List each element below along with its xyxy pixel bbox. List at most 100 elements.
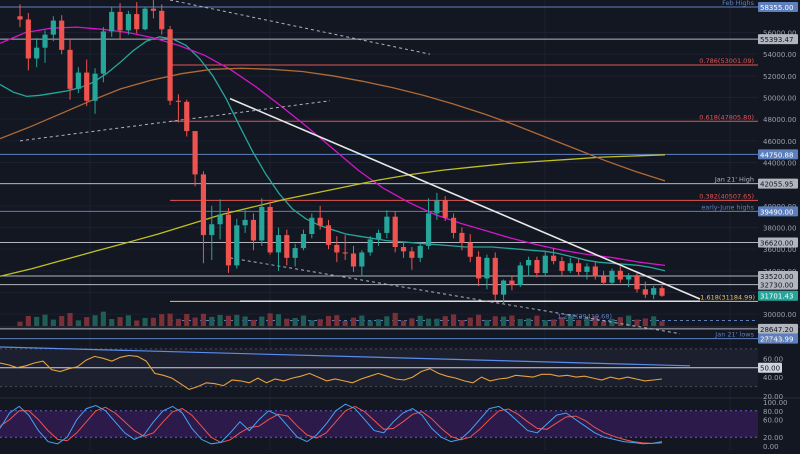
level-note: Jan 21' lows [714,331,754,339]
candle-body [234,225,240,266]
candle-body [317,217,323,226]
candle-body [509,280,515,285]
candle-body [359,252,365,267]
candle-body [150,8,156,11]
volume-bar [651,316,657,326]
candle-body [242,219,248,226]
candle-body [34,47,40,59]
volume-bar [225,315,232,326]
price-axis-tick-label: 44000.00 [763,160,796,168]
level-price-tag-label: 39490.00 [760,208,793,216]
candle-body [375,232,382,240]
volume-bar [400,320,407,326]
candle-body [59,20,65,50]
level-note: Jan 21' High [714,176,754,184]
volume-bar [350,317,357,326]
candle-body [25,19,31,59]
volume-bar [659,321,665,326]
volume-bar [492,316,498,326]
level-price-tag [758,206,798,217]
volume-bar [551,319,557,326]
candle-body [367,239,373,253]
volume-bar [542,320,548,326]
candle-body [100,31,106,74]
level-price-tag-label: 36620.00 [760,239,793,247]
level-price-tag [758,34,798,45]
level-price-tag [758,271,798,282]
stoch-k-line [0,403,663,445]
candle-body [526,260,532,266]
level-note: 0.618(47805.80) [699,113,754,121]
candle-body [450,217,457,233]
volume-bar [609,318,615,326]
volume-bar [442,316,448,326]
level-price-tag [758,178,798,189]
volume-bar [425,318,432,326]
level-price-tag [758,323,798,334]
last-price-label: 31701.43 [760,293,793,301]
volume-bar [167,313,173,326]
dashed-rising-line [19,100,331,142]
candle-body [217,214,223,225]
candle-body [84,72,90,101]
candle-body [50,20,56,35]
volume-bar [242,316,248,326]
rsi-axis-label: 20.00 [763,393,783,401]
rsi-value-tag-label: 50.00 [760,365,780,373]
stoch-d-line [0,405,663,444]
volume-bar [375,319,382,326]
volume-bar [459,320,465,326]
candle-body [500,280,507,295]
volume-bar [626,315,632,326]
candle-body [17,16,23,20]
volume-bar [150,317,156,326]
candle-body [334,244,340,253]
volume-bar [475,314,482,326]
candle-body [392,216,398,247]
volume-bar [417,315,423,326]
level-price-tag [758,279,798,290]
volume-bar [109,319,115,326]
volume-bar [125,315,131,326]
volume-bar [284,318,290,326]
volume-bar [234,314,240,326]
volume-bar [300,315,307,326]
stoch-axis-label: 80.00 [763,408,783,416]
candle-body [350,253,357,267]
level-note: 1.272(29419.68) [557,312,612,320]
candle-body [659,288,665,296]
level-price-tag-label: 33520.00 [760,273,793,281]
volume-bar [592,316,598,326]
volume-bar [292,318,298,326]
candle-body [634,275,640,290]
volume-bar [134,320,140,326]
volume-bar [559,317,565,326]
level-price-tag [758,333,798,344]
volume-bar [184,314,190,326]
volume-bar [100,311,106,326]
volume-bar [175,318,182,326]
candle-body [651,288,657,295]
volume-bar [50,319,56,326]
volume-bar [467,317,473,326]
volume-bar [367,320,373,326]
candle-body [125,14,131,31]
candle-body [609,270,615,283]
volume-bar [259,316,265,326]
price-axis-tick-label: 48000.00 [763,116,796,124]
volume-bar [34,316,40,326]
volume-bar [75,320,81,326]
upper-trendline [229,97,701,300]
rsi-line [0,354,663,391]
volume-bar [576,320,582,326]
candle-body [400,247,407,252]
candle-body [584,266,590,272]
volume-bar [317,319,323,326]
candle-body [475,256,482,279]
stoch-axis-label: 0.00 [763,443,779,450]
volume-bar [200,313,207,326]
volume-bar [409,318,415,326]
candle-body [459,232,465,243]
candle-body [601,276,607,283]
